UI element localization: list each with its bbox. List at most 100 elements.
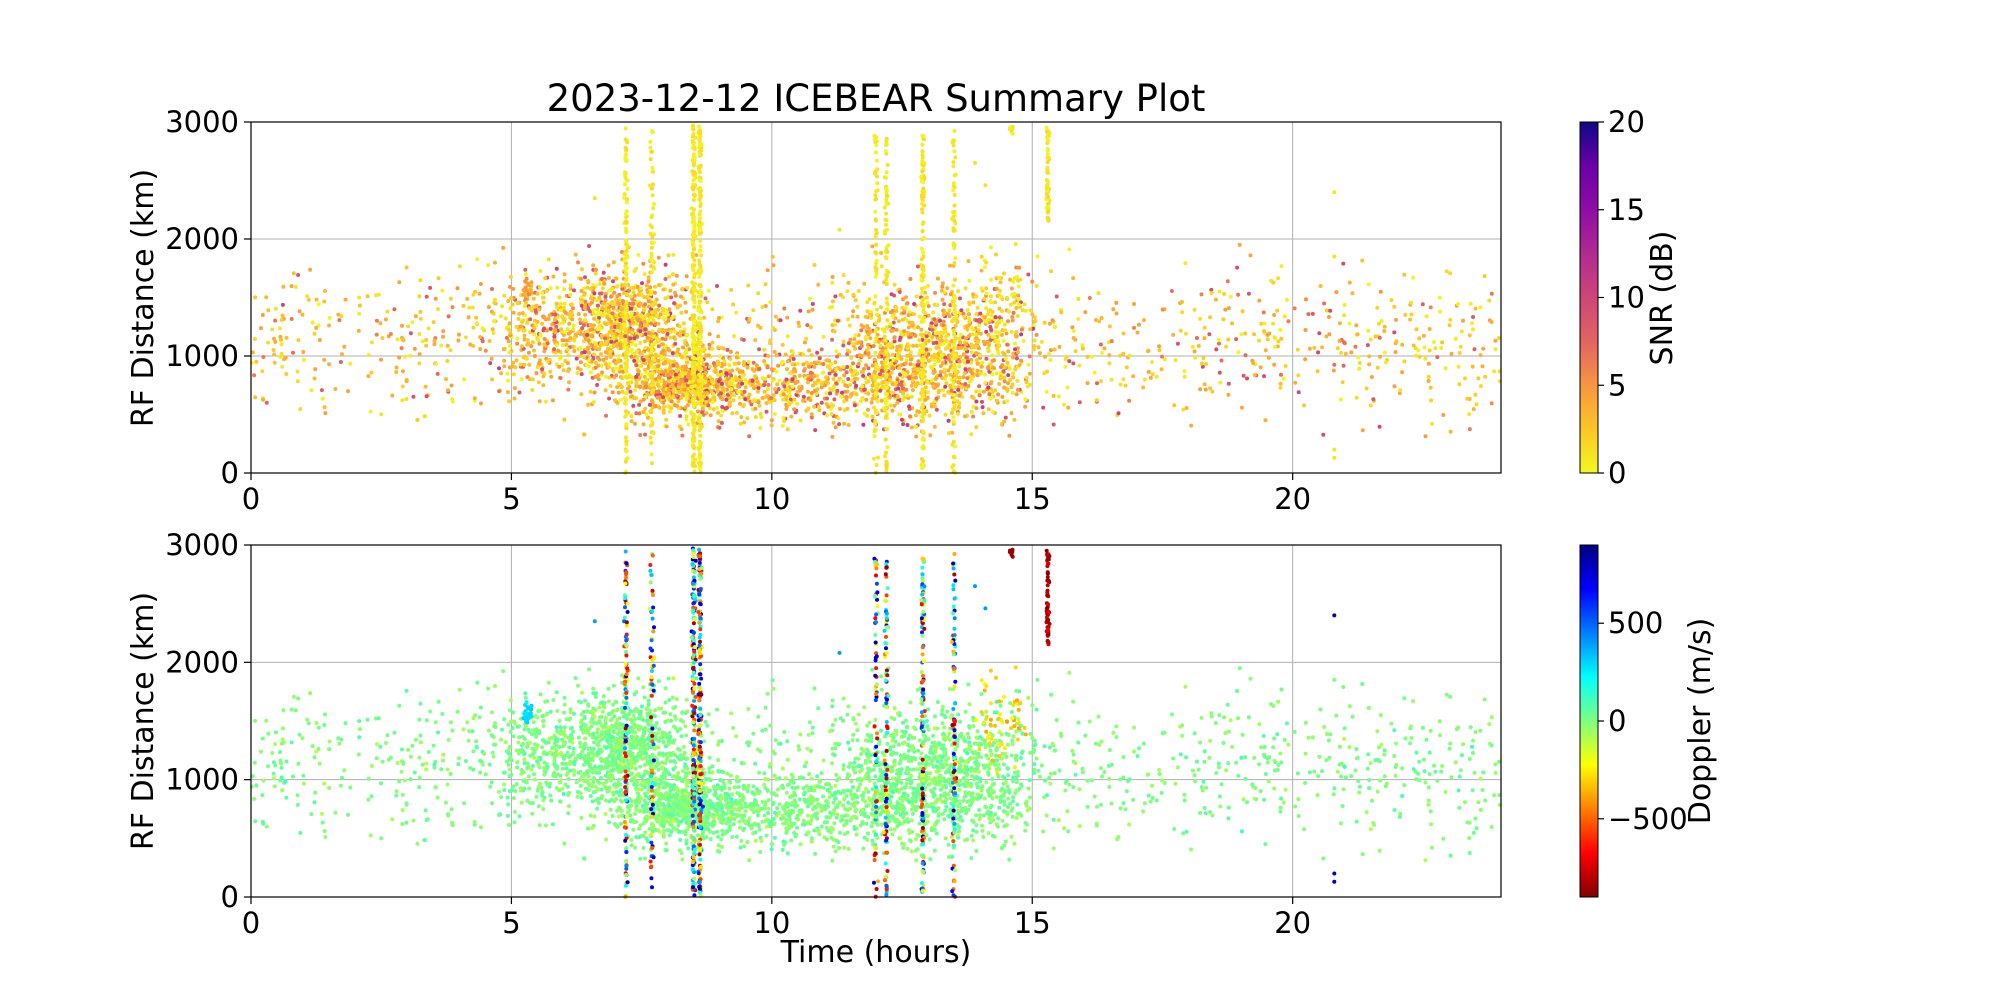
snr-point	[616, 359, 620, 364]
snr-point	[1160, 354, 1164, 359]
snr-point	[1219, 358, 1224, 363]
snr-point	[602, 281, 606, 286]
snr-point	[851, 361, 855, 366]
snr-point	[611, 279, 615, 284]
snr-point	[1355, 332, 1360, 337]
snr-point	[333, 387, 338, 391]
snr-point	[557, 295, 562, 300]
snr-point	[1194, 336, 1199, 340]
snr-point	[699, 148, 704, 153]
snr-point	[436, 307, 440, 311]
snr-point	[1315, 369, 1320, 374]
snr-point	[376, 292, 381, 297]
snr-point	[979, 331, 983, 336]
snr-point	[524, 276, 529, 281]
snr-point	[976, 328, 981, 333]
snr-point	[743, 385, 748, 390]
snr-point	[1044, 389, 1049, 394]
snr-point	[728, 400, 732, 405]
snr-point	[641, 261, 646, 266]
snr-point	[691, 198, 696, 202]
snr-point	[356, 328, 361, 333]
snr-point	[583, 299, 588, 304]
snr-point	[1080, 343, 1085, 348]
snr-point	[611, 343, 616, 348]
snr-point	[600, 276, 604, 281]
snr-point	[601, 357, 606, 362]
snr-point	[417, 361, 422, 366]
snr-point	[770, 254, 775, 259]
snr-point	[766, 387, 770, 392]
snr-point	[979, 364, 984, 369]
snr-point	[609, 301, 614, 306]
snr-point	[656, 255, 661, 260]
snr-point	[1275, 308, 1280, 313]
snr-point	[624, 391, 629, 395]
snr-point	[698, 153, 703, 158]
snr-point	[891, 357, 896, 362]
snr-point	[890, 366, 895, 371]
snr-point	[989, 277, 993, 282]
snr-point	[1263, 418, 1268, 423]
snr-point	[561, 338, 566, 343]
snr-point	[1005, 399, 1009, 404]
snr-point	[261, 355, 266, 359]
snr-point	[967, 300, 972, 305]
snr-point	[634, 384, 639, 389]
snr-point	[581, 286, 586, 291]
snr-point	[766, 374, 771, 379]
snr-point	[1339, 350, 1344, 355]
snr-point	[603, 341, 608, 346]
snr-point	[900, 417, 904, 422]
snr-point	[1246, 291, 1251, 296]
snr-point	[588, 333, 593, 338]
snr-point	[289, 284, 294, 289]
snr-point	[873, 427, 878, 432]
snr-point	[1426, 361, 1431, 366]
snr-point	[838, 406, 842, 411]
snr-point	[939, 338, 944, 343]
snr-point	[1049, 269, 1054, 274]
snr-point	[660, 342, 664, 347]
snr-point	[528, 377, 532, 382]
snr-point	[1001, 338, 1006, 343]
snr-point	[1121, 377, 1126, 382]
snr-point	[622, 401, 627, 406]
snr-point	[571, 306, 575, 311]
snr-point	[1417, 336, 1422, 341]
snr-point	[985, 312, 990, 317]
snr-point	[865, 309, 870, 314]
snr-point	[650, 169, 655, 174]
snr-point	[698, 244, 703, 249]
snr-point	[704, 376, 708, 381]
snr-point	[825, 358, 830, 363]
snr-point	[943, 376, 948, 381]
snr-point	[1003, 415, 1008, 420]
snr-point	[720, 405, 725, 409]
snr-point	[797, 373, 802, 378]
snr-point	[1337, 339, 1342, 343]
snr-point	[956, 411, 961, 416]
snr-point	[815, 360, 820, 365]
snr-point	[904, 301, 909, 306]
snr-point	[643, 345, 648, 350]
snr-point	[439, 343, 444, 348]
snr-point	[974, 406, 979, 411]
snr-point	[1203, 387, 1208, 392]
snr-point	[647, 304, 652, 309]
snr-point	[801, 394, 806, 399]
snr-point	[1281, 376, 1286, 381]
snr-point	[718, 354, 723, 359]
snr-point	[546, 257, 551, 262]
snr-point	[272, 352, 277, 357]
snr-point	[446, 314, 451, 319]
snr-point	[623, 327, 627, 332]
snr-point	[466, 315, 471, 320]
snr-point	[1343, 351, 1348, 356]
snr-point	[591, 323, 596, 328]
snr-point	[804, 336, 809, 341]
snr-point	[1400, 342, 1405, 347]
snr-point	[628, 349, 633, 354]
snr-point	[874, 150, 878, 155]
snr-point	[1217, 370, 1222, 375]
